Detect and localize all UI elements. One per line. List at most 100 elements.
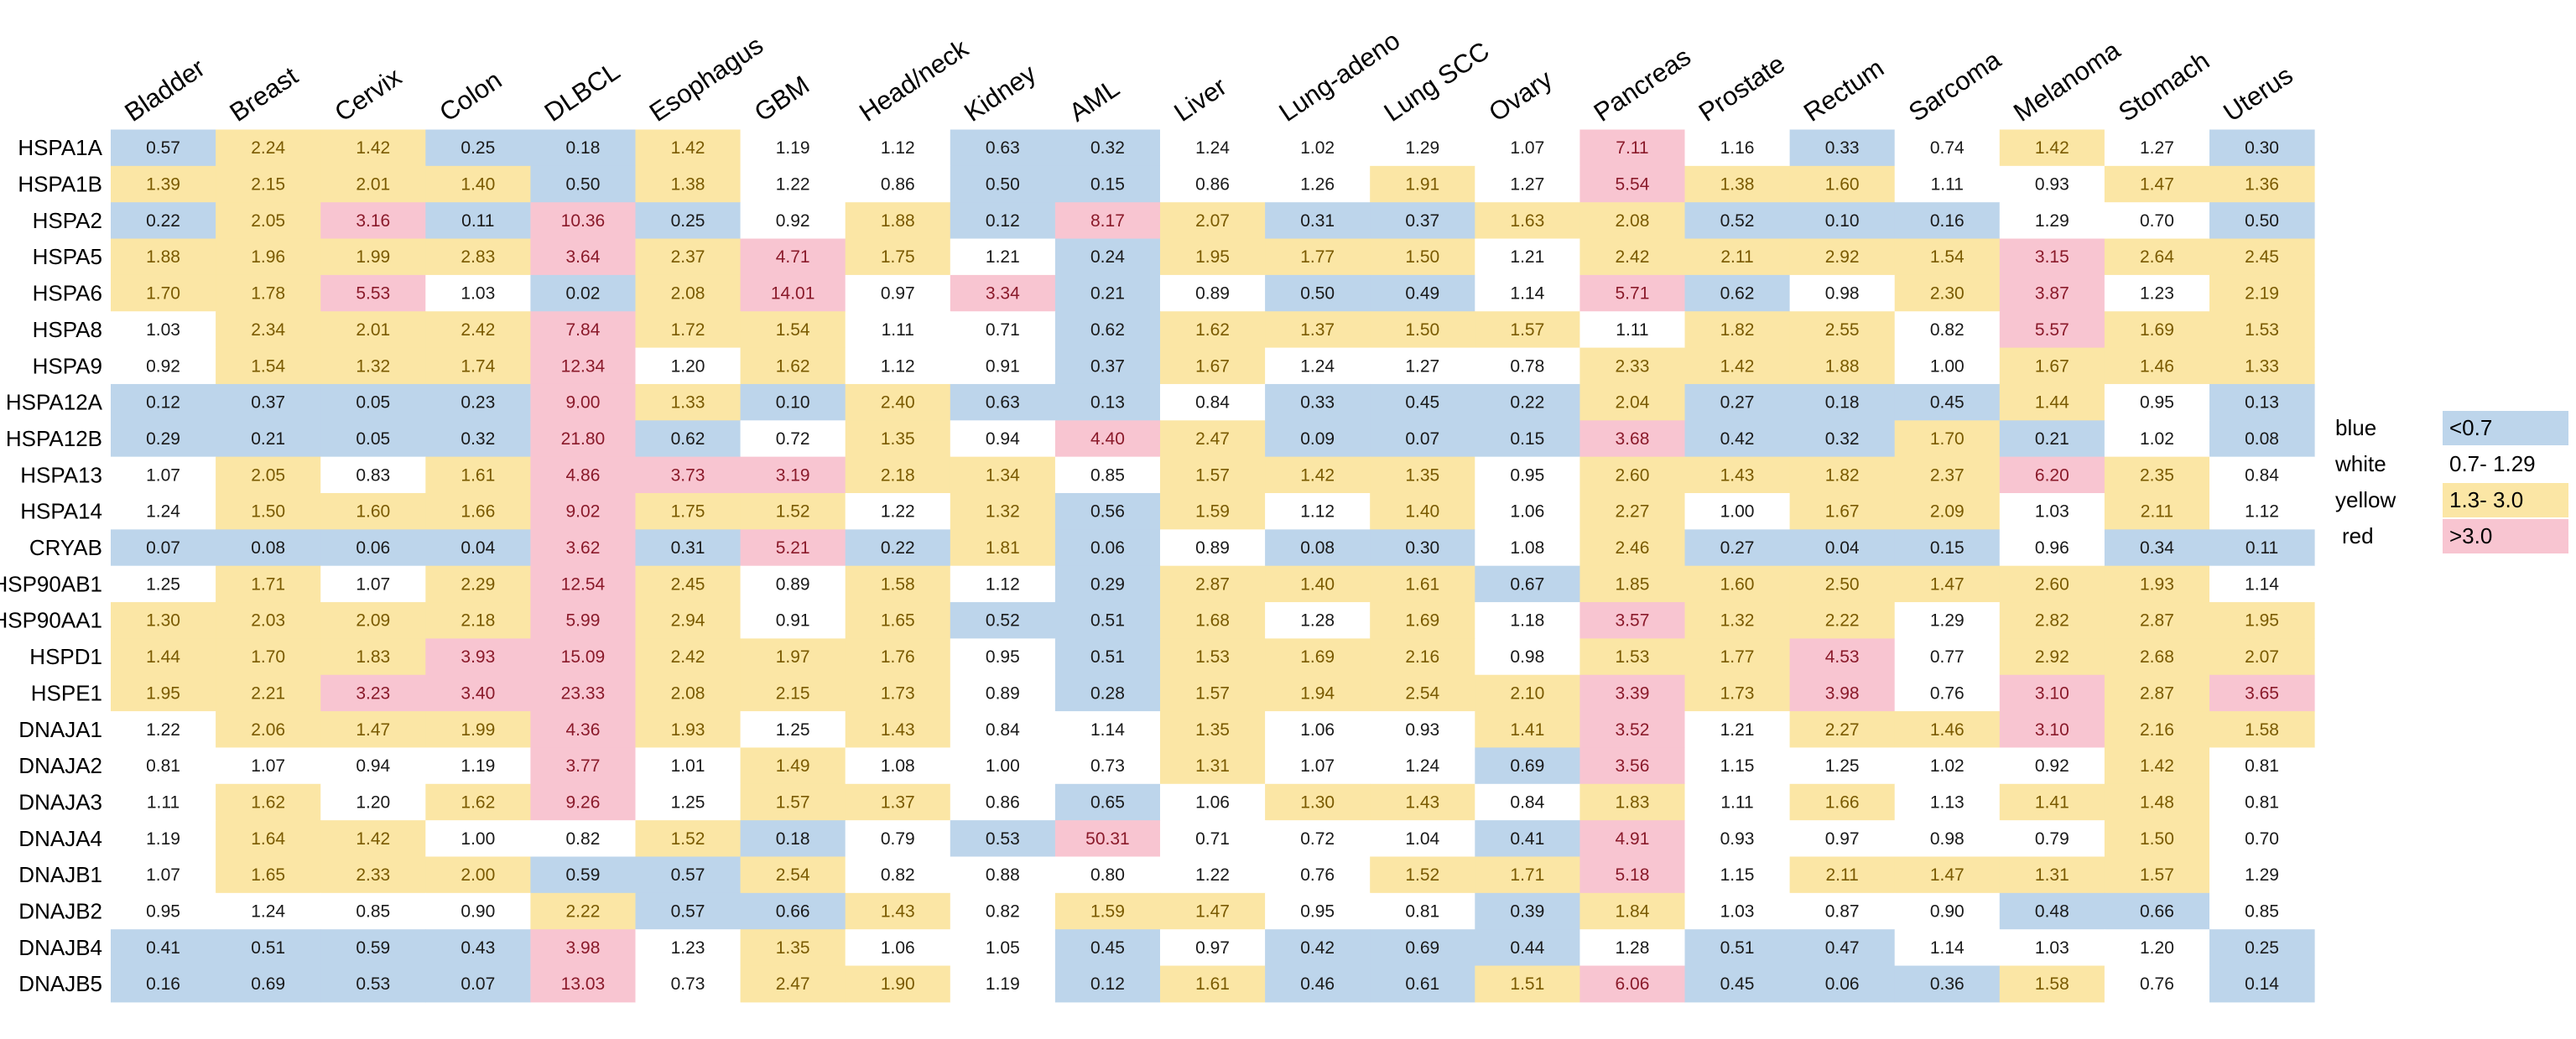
heatmap-cell: [950, 529, 1056, 567]
cell-value: 2.92: [2035, 647, 2069, 667]
cell-value: 2.08: [671, 683, 705, 703]
heatmap-cell: [1789, 892, 1896, 930]
heatmap-cell: [425, 565, 531, 603]
cell-value: 1.06: [881, 938, 915, 958]
heatmap-cell: [1475, 638, 1580, 676]
cell-value: 0.52: [986, 611, 1020, 631]
cell-value: 1.08: [881, 756, 915, 776]
heatmap-cell: [2104, 311, 2210, 349]
cell-value: 0.49: [1405, 284, 1439, 304]
heatmap-cell: [845, 311, 951, 349]
heatmap-cell: [845, 856, 951, 894]
cell-value: 2.46: [1616, 538, 1650, 558]
cell-value: 0.86: [881, 175, 915, 195]
cell-value: 0.30: [2245, 138, 2279, 158]
heatmap-cell: [635, 383, 742, 421]
heatmap-cell: [2209, 783, 2315, 821]
heatmap-cell: [1370, 420, 1475, 458]
heatmap-cell: [425, 129, 531, 167]
cell-value: 0.25: [2245, 938, 2279, 958]
cell-value: 1.21: [1510, 247, 1544, 267]
heatmap-cell: [1894, 820, 2001, 857]
heatmap-cell: [635, 529, 742, 567]
heatmap-cell: [425, 311, 531, 349]
cell-value: 0.27: [1720, 393, 1755, 413]
heatmap-cell: [2104, 856, 2210, 894]
cell-value: 1.30: [146, 611, 180, 631]
cell-value: 1.42: [356, 138, 390, 158]
heatmap-cell: [320, 274, 426, 312]
cell-value: 3.56: [1616, 756, 1650, 776]
cell-value: 1.22: [1195, 865, 1230, 885]
heatmap-cell: [950, 202, 1056, 240]
cell-value: 0.32: [1825, 429, 1860, 449]
heatmap-cell: [2209, 274, 2315, 312]
cell-value: 4.86: [566, 465, 601, 485]
cell-value: 2.29: [461, 574, 495, 594]
cell-value: 1.41: [1510, 720, 1544, 740]
cell-value: 0.86: [1195, 175, 1230, 195]
cell-value: 1.47: [1195, 902, 1230, 922]
cell-value: 3.19: [776, 465, 810, 485]
heatmap-cell: [2104, 929, 2210, 967]
heatmap-cell: [2104, 820, 2210, 857]
heatmap-cell: [320, 856, 426, 894]
heatmap-cell: [1370, 892, 1475, 930]
cell-value: 0.13: [1090, 393, 1125, 413]
cell-value: 1.12: [986, 574, 1020, 594]
cell-value: 3.77: [566, 756, 601, 776]
cell-value: 1.35: [881, 429, 915, 449]
cell-value: 0.04: [461, 538, 495, 558]
heatmap-cell: [1054, 347, 1161, 385]
heatmap-cell: [1160, 638, 1266, 676]
heatmap-cell: [1999, 783, 2105, 821]
cell-value: 1.12: [2245, 502, 2279, 522]
heatmap-cell: [2209, 165, 2315, 203]
heatmap-cell: [2209, 420, 2315, 458]
heatmap-cell: [1894, 383, 2001, 421]
row-label: HSPA12B: [6, 426, 102, 451]
heatmap-cell: [111, 420, 216, 458]
cell-value: 1.28: [1616, 938, 1650, 958]
heatmap-cell: [1475, 165, 1580, 203]
heatmap-cell: [216, 929, 321, 967]
cell-value: 1.32: [1720, 611, 1755, 631]
cell-value: 14.01: [771, 284, 815, 304]
heatmap-cell: [1370, 383, 1475, 421]
heatmap-cell: [1054, 820, 1161, 857]
heatmap-cell: [1684, 820, 1791, 857]
heatmap-cell: [1265, 638, 1371, 676]
heatmap-values: 0.57 2.24 1.42 0.25 0.18 1.42 1.19 1.12 0.63 0.32…: [146, 138, 2279, 994]
heatmap-cell: [530, 565, 636, 603]
cell-value: 1.15: [1720, 865, 1755, 885]
heatmap-cell: [425, 856, 531, 894]
cell-value: 3.87: [2035, 284, 2069, 304]
cell-value: 1.58: [881, 574, 915, 594]
heatmap-cell: [1579, 165, 1685, 203]
cell-value: 1.52: [1405, 865, 1439, 885]
heatmap-cell: [1475, 820, 1580, 857]
cell-value: 0.23: [461, 393, 495, 413]
heatmap-cell: [1160, 202, 1266, 240]
cell-value: 1.78: [251, 284, 285, 304]
heatmap-cell: [635, 929, 742, 967]
cell-value: 1.69: [1300, 647, 1335, 667]
cell-value: 6.20: [2035, 465, 2069, 485]
cell-value: 1.02: [2140, 429, 2174, 449]
heatmap-cell: [320, 820, 426, 857]
heatmap-cell: [216, 347, 321, 385]
cell-value: 0.84: [986, 720, 1020, 740]
heatmap-cell: [845, 238, 951, 276]
heatmap-cell: [320, 238, 426, 276]
cell-value: 1.35: [776, 938, 810, 958]
legend-range: 0.7- 1.29: [2449, 451, 2536, 476]
cell-value: 1.97: [776, 647, 810, 667]
cell-value: 1.70: [1930, 429, 1965, 449]
cell-value: 2.27: [1616, 502, 1650, 522]
heatmap-cell: [950, 165, 1056, 203]
cell-value: 0.73: [671, 974, 705, 994]
heatmap-cell: [635, 674, 742, 712]
heatmap-cell: [1789, 383, 1896, 421]
heatmap-cell: [1160, 165, 1266, 203]
cell-value: 1.88: [881, 211, 915, 231]
